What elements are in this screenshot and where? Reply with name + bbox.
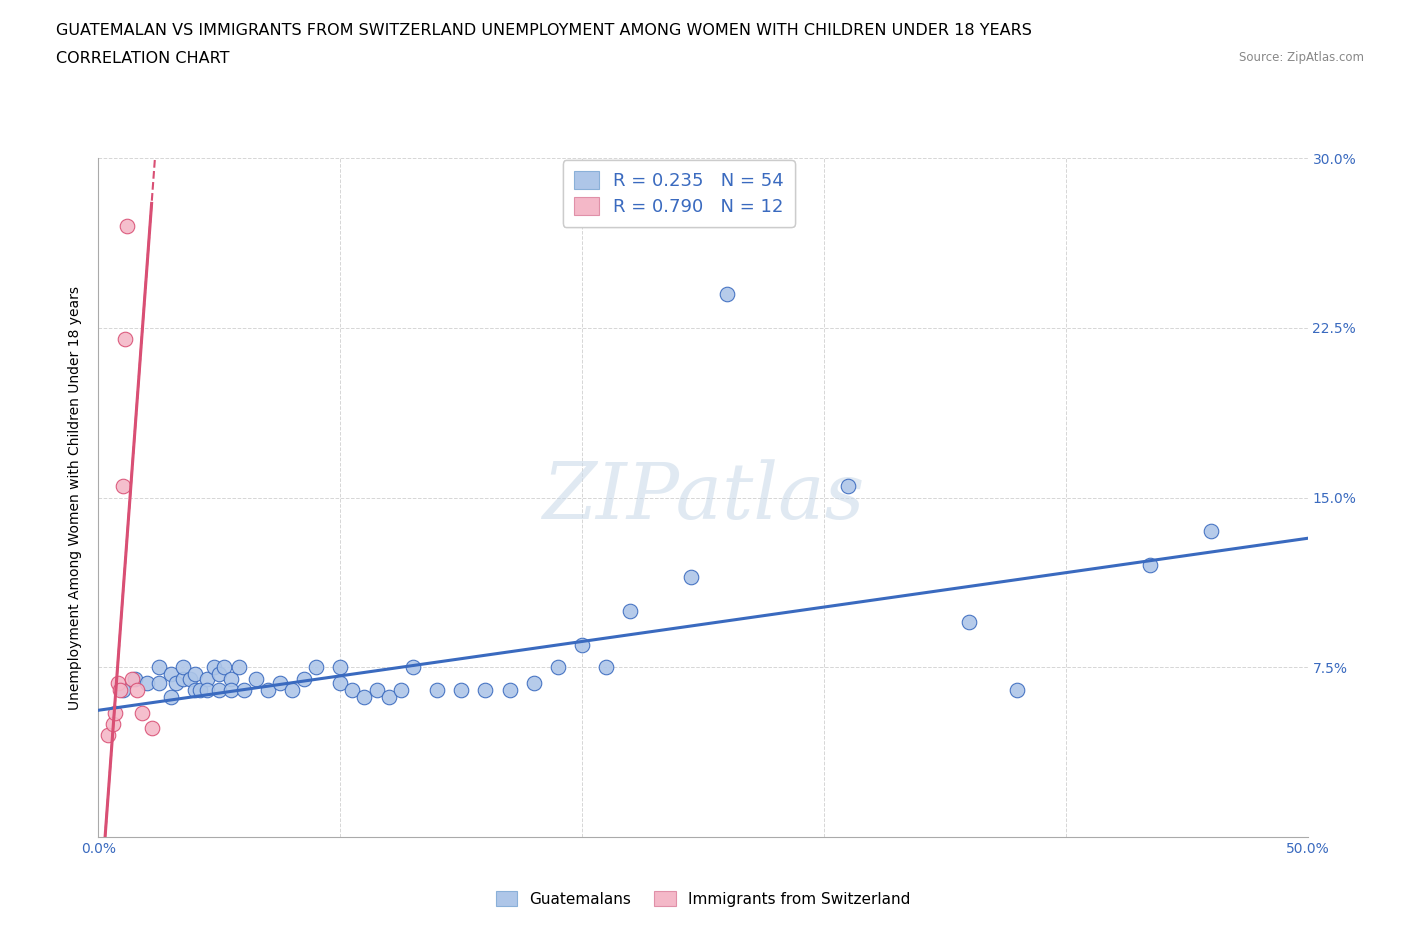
- Point: [353, 689, 375, 704]
- Point: [172, 660, 194, 675]
- Point: [474, 683, 496, 698]
- Point: [329, 660, 352, 675]
- Point: [232, 683, 254, 698]
- Point: [377, 689, 399, 704]
- Text: Source: ZipAtlas.com: Source: ZipAtlas.com: [1239, 51, 1364, 64]
- Legend: R = 0.235   N = 54, R = 0.790   N = 12: R = 0.235 N = 54, R = 0.790 N = 12: [562, 160, 794, 227]
- Point: [1007, 683, 1029, 698]
- Point: [172, 671, 194, 686]
- Text: GUATEMALAN VS IMMIGRANTS FROM SWITZERLAND UNEMPLOYMENT AMONG WOMEN WITH CHILDREN: GUATEMALAN VS IMMIGRANTS FROM SWITZERLAN…: [56, 23, 1032, 38]
- Point: [342, 683, 364, 698]
- Point: [117, 219, 139, 233]
- Point: [245, 671, 267, 686]
- Point: [179, 671, 201, 686]
- Point: [957, 615, 980, 630]
- Point: [547, 660, 569, 675]
- Point: [104, 705, 127, 720]
- Point: [426, 683, 449, 698]
- Point: [498, 683, 520, 698]
- Point: [366, 683, 388, 698]
- Point: [124, 671, 146, 686]
- Point: [208, 667, 231, 682]
- Point: [679, 569, 702, 584]
- Point: [111, 479, 134, 494]
- Point: [97, 727, 120, 742]
- Point: [108, 683, 131, 698]
- Point: [1199, 524, 1222, 538]
- Point: [523, 676, 546, 691]
- Point: [208, 683, 231, 698]
- Point: [148, 660, 170, 675]
- Point: [111, 683, 134, 698]
- Point: [107, 676, 129, 691]
- Point: [619, 604, 641, 618]
- Point: [221, 671, 243, 686]
- Point: [292, 671, 315, 686]
- Point: [595, 660, 617, 675]
- Point: [212, 660, 235, 675]
- Point: [148, 676, 170, 691]
- Point: [716, 286, 738, 301]
- Text: CORRELATION CHART: CORRELATION CHART: [56, 51, 229, 66]
- Point: [141, 721, 163, 736]
- Point: [114, 332, 136, 347]
- Point: [165, 676, 187, 691]
- Point: [101, 716, 124, 731]
- Point: [188, 683, 211, 698]
- Point: [1139, 558, 1161, 573]
- Point: [571, 637, 593, 652]
- Point: [160, 689, 183, 704]
- Point: [450, 683, 472, 698]
- Point: [160, 667, 183, 682]
- Legend: Guatemalans, Immigrants from Switzerland: Guatemalans, Immigrants from Switzerland: [489, 885, 917, 913]
- Point: [389, 683, 412, 698]
- Point: [184, 683, 207, 698]
- Point: [195, 683, 218, 698]
- Point: [402, 660, 425, 675]
- Point: [305, 660, 328, 675]
- Point: [204, 660, 226, 675]
- Point: [127, 683, 149, 698]
- Point: [837, 479, 859, 494]
- Point: [184, 667, 207, 682]
- Point: [121, 671, 143, 686]
- Point: [281, 683, 304, 698]
- Point: [329, 676, 352, 691]
- Y-axis label: Unemployment Among Women with Children Under 18 years: Unemployment Among Women with Children U…: [69, 286, 83, 710]
- Point: [221, 683, 243, 698]
- Text: ZIPatlas: ZIPatlas: [541, 459, 865, 536]
- Point: [195, 671, 218, 686]
- Point: [131, 705, 153, 720]
- Point: [269, 676, 291, 691]
- Point: [228, 660, 250, 675]
- Point: [256, 683, 278, 698]
- Point: [135, 676, 157, 691]
